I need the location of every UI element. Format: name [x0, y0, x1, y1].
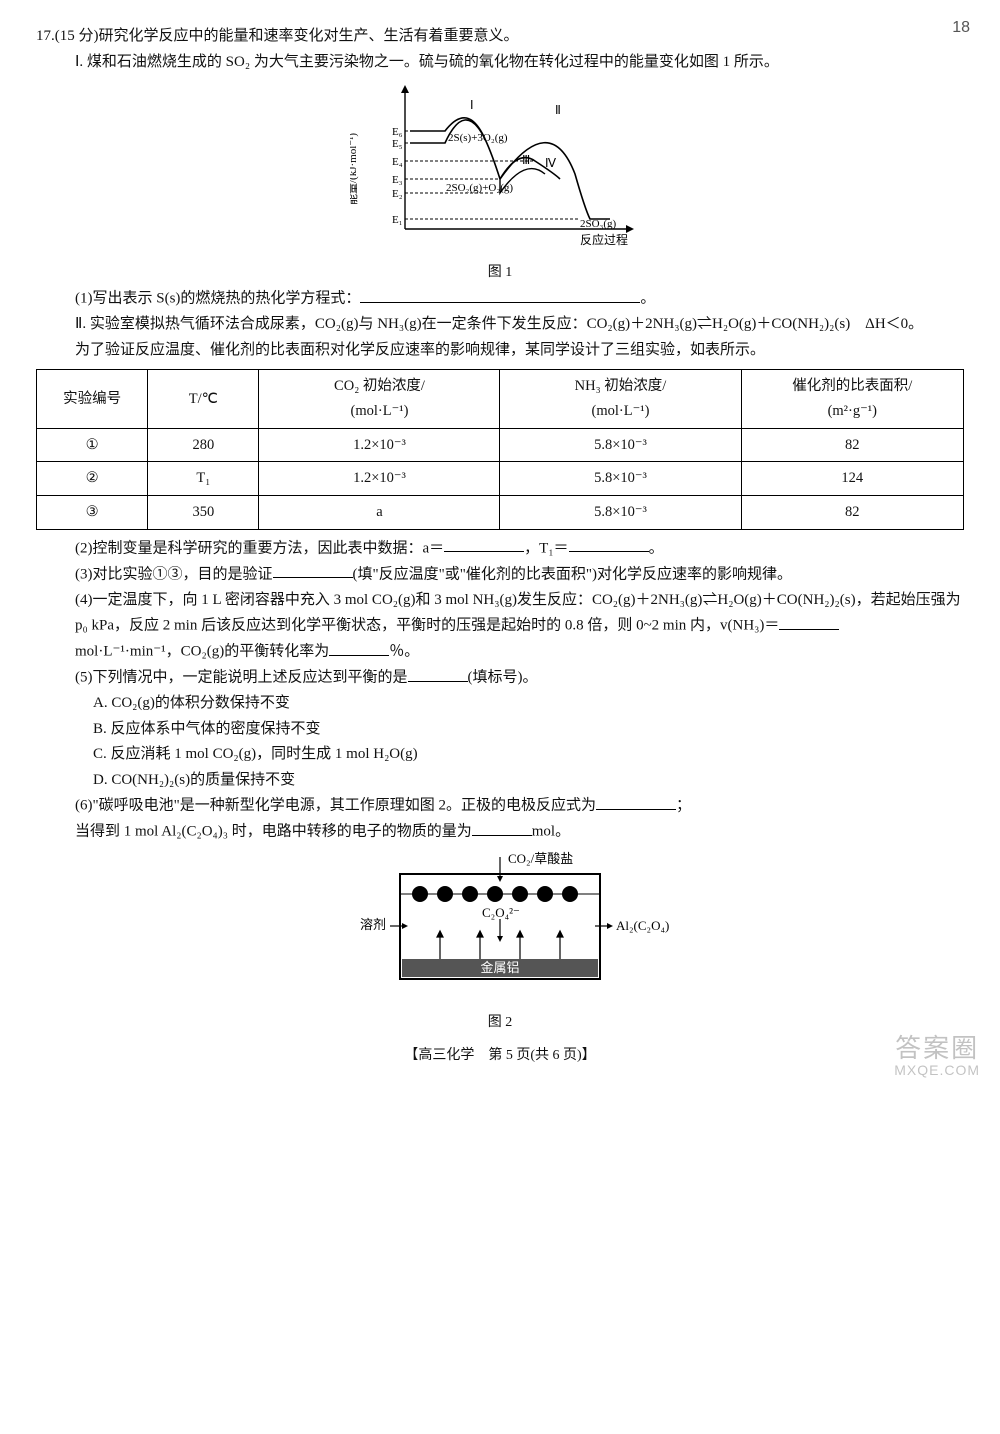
figure-1: E₁ E₂ E₃ E₄ E₅ E₆ Ⅰ Ⅱ [36, 79, 964, 284]
figure-2-caption: 图 2 [36, 1011, 964, 1035]
svg-text:E₄: E₄ [392, 156, 403, 168]
svg-text:C₂O₄²⁻: C₂O₄²⁻ [482, 905, 520, 920]
svg-text:Al₂(C₂O₄)₃: Al₂(C₂O₄)₃ [616, 918, 670, 933]
sub-q4: (4)一定温度下，向 1 L 密闭容器中充入 3 mol CO₂(g)和 3 m… [75, 588, 964, 666]
sub-q5-lead: (5)下列情况中，一定能说明上述反应达到平衡的是(填标号)。 [75, 665, 964, 691]
option-b: B. 反应体系中气体的密度保持不变 [93, 717, 964, 743]
svg-text:2SO₂(g)+O₂(g): 2SO₂(g)+O₂(g) [446, 182, 513, 194]
col-exp-id: 实验编号 [37, 370, 148, 428]
blank-q6b[interactable] [472, 819, 532, 836]
sub-q3: (3)对比实验①③，目的是验证(填"反应温度"或"催化剂的比表面积")对化学反应… [75, 562, 964, 588]
blank-q3[interactable] [273, 562, 353, 579]
sub-q6: (6)"碳呼吸电池"是一种新型化学电源，其工作原理如图 2。正极的电极反应式为；… [75, 793, 964, 845]
svg-text:2SO₃(g): 2SO₃(g) [580, 218, 617, 230]
svg-text:CO₂/草酸盐: CO₂/草酸盐 [508, 851, 573, 866]
option-d: D. CO(NH₂)₂(s)的质量保持不变 [93, 768, 964, 794]
table-row: ② T₁ 1.2×10⁻³ 5.8×10⁻³ 124 [37, 462, 964, 496]
svg-text:金属铝: 金属铝 [480, 960, 519, 975]
page-number-top: 18 [952, 14, 970, 41]
experiment-table: 实验编号 T/℃ CO₂ 初始浓度/(mol·L⁻¹) NH₃ 初始浓度/(mo… [36, 369, 964, 529]
blank-t1[interactable] [569, 536, 649, 553]
table-row: ① 280 1.2×10⁻³ 5.8×10⁻³ 82 [37, 428, 964, 462]
option-c: C. 反应消耗 1 mol CO₂(g)，同时生成 1 mol H₂O(g) [93, 742, 964, 768]
sub-q2: (2)控制变量是科学研究的重要方法，因此表中数据：a＝，T₁＝。 [75, 536, 964, 562]
part-2-lead-2: 为了验证反应温度、催化剂的比表面积对化学反应速率的影响规律，某同学设计了三组实验… [75, 338, 964, 364]
svg-text:2S(s)+3O₂(g): 2S(s)+3O₂(g) [448, 132, 508, 144]
figure-1-caption: 图 1 [36, 261, 964, 285]
svg-text:E₅: E₅ [392, 138, 403, 150]
table-row: ③ 350 a 5.8×10⁻³ 82 [37, 495, 964, 529]
blank-q6a[interactable] [596, 793, 676, 810]
svg-text:Ⅱ: Ⅱ [555, 103, 561, 117]
blank-q5[interactable] [408, 665, 468, 682]
svg-text:E₂: E₂ [392, 188, 403, 200]
svg-text:Ⅲ: Ⅲ [522, 153, 530, 167]
page-footer: 【高三化学 第 5 页(共 6 页)】 [36, 1044, 964, 1068]
svg-text:Ⅳ: Ⅳ [545, 156, 556, 170]
blank-alpha[interactable] [329, 639, 389, 656]
svg-text:E₃: E₃ [392, 174, 403, 186]
col-co2: CO₂ 初始浓度/(mol·L⁻¹) [259, 370, 500, 428]
svg-text:反应过程: 反应过程 [580, 232, 628, 247]
blank-q1[interactable] [360, 286, 640, 303]
blank-a[interactable] [444, 536, 524, 553]
part-1-lead: Ⅰ. 煤和石油燃烧生成的 SO₂ 为大气主要污染物之一。硫与硫的氧化物在转化过程… [75, 50, 964, 76]
question-number: 17. [36, 24, 55, 50]
col-temp: T/℃ [148, 370, 259, 428]
table-header-row: 实验编号 T/℃ CO₂ 初始浓度/(mol·L⁻¹) NH₃ 初始浓度/(mo… [37, 370, 964, 428]
col-nh3: NH₃ 初始浓度/(mol·L⁻¹) [500, 370, 741, 428]
col-cat: 催化剂的比表面积/(m²·g⁻¹) [741, 370, 964, 428]
svg-text:E₁: E₁ [392, 214, 403, 226]
question-17: 17. (15 分) 研究化学反应中的能量和速率变化对生产、生活有着重要意义。 … [36, 24, 964, 1034]
sub-q1: (1)写出表示 S(s)的燃烧热的热化学方程式：。 [75, 286, 964, 312]
svg-text:能量/(kJ·mol⁻¹): 能量/(kJ·mol⁻¹) [350, 133, 359, 205]
figure-2: CO₂/草酸盐 C₂O₄²⁻ 溶剂 Al₂(C₂O₄)₃ 金属铝 [36, 849, 964, 1034]
question-points: (15 分) [55, 24, 99, 50]
option-a: A. CO₂(g)的体积分数保持不变 [93, 691, 964, 717]
blank-vnh3[interactable] [779, 613, 839, 630]
svg-text:溶剂: 溶剂 [360, 917, 386, 932]
question-stem: 研究化学反应中的能量和速率变化对生产、生活有着重要意义。 [99, 24, 519, 50]
svg-text:E₆: E₆ [392, 126, 403, 138]
svg-text:Ⅰ: Ⅰ [470, 98, 474, 112]
part-2-lead-1: Ⅱ. 实验室模拟热气循环法合成尿素，CO₂(g)与 NH₃(g)在一定条件下发生… [75, 312, 964, 338]
